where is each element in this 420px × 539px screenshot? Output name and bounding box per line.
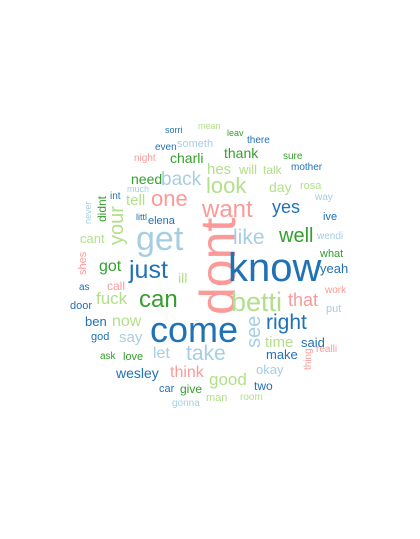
word-need: need — [131, 171, 163, 187]
word-can: can — [139, 286, 178, 313]
word-room: room — [240, 392, 263, 403]
word-way: way — [315, 192, 333, 203]
word-sure: sure — [283, 151, 303, 162]
word-make: make — [266, 347, 298, 362]
word-int: int — [110, 191, 121, 202]
word-wesley: wesley — [116, 365, 159, 381]
word-much: much — [127, 184, 150, 194]
word-come: come — [150, 309, 239, 350]
word-sorri: sorri — [165, 125, 183, 135]
word-want: want — [202, 196, 253, 223]
word-thank: thank — [224, 145, 259, 161]
word-mother: mother — [291, 162, 323, 173]
word-said: said — [301, 335, 325, 350]
word-just: just — [129, 256, 168, 284]
word-your: your — [106, 206, 128, 245]
word-car: car — [159, 383, 175, 395]
word-call: call — [107, 279, 126, 293]
word-as: as — [79, 282, 90, 293]
word-good: good — [209, 370, 247, 389]
word-two: two — [254, 379, 273, 393]
word-cant: cant — [80, 231, 105, 246]
word-elena: elena — [148, 215, 175, 227]
word-think: think — [170, 364, 204, 381]
word-realli: realli — [316, 344, 338, 355]
word-that: that — [288, 290, 319, 310]
word-now: now — [112, 313, 142, 330]
word-let: let — [153, 345, 170, 362]
word-yes: yes — [272, 197, 301, 217]
word-fuck: fuck — [96, 289, 128, 308]
word-rosa: rosa — [300, 180, 322, 192]
word-never: never — [83, 201, 93, 224]
word-ive: ive — [323, 211, 338, 223]
word-day: day — [269, 179, 292, 195]
word-ask: ask — [100, 351, 116, 362]
word-hes: hes — [207, 161, 232, 178]
word-wendi: wendi — [317, 231, 344, 242]
word-god: god — [91, 331, 110, 343]
word-time: time — [265, 334, 294, 351]
word-there: there — [247, 135, 270, 146]
word-love: love — [123, 351, 144, 363]
word-put: put — [326, 303, 342, 315]
word-betti: betti — [231, 287, 283, 317]
word-will: will — [239, 162, 258, 177]
word-ill: ill — [178, 270, 188, 286]
word-night: night — [134, 153, 156, 164]
word-talk: talk — [263, 163, 282, 177]
word-right: right — [266, 311, 307, 334]
word-know: know — [228, 246, 322, 290]
word-even: even — [155, 142, 177, 153]
word-one: one — [151, 186, 188, 211]
word-littl: littl — [136, 212, 147, 222]
word-man: man — [206, 392, 228, 404]
word-get: get — [136, 220, 184, 258]
word-work: work — [325, 285, 347, 296]
word-mean: mean — [198, 121, 221, 131]
word-shes: shes — [77, 251, 89, 275]
word-got: got — [99, 258, 122, 275]
word-say: say — [119, 329, 143, 346]
word-someth: someth — [177, 138, 214, 150]
word-leav: leav — [227, 128, 244, 138]
word-didnt: didnt — [95, 195, 109, 222]
word-gonna: gonna — [172, 398, 200, 409]
word-ben: ben — [85, 314, 107, 329]
word-thing: thing — [303, 348, 314, 370]
word-back: back — [161, 169, 202, 190]
word-what: what — [320, 248, 344, 260]
word-take: take — [186, 342, 226, 365]
word-give: give — [180, 382, 203, 396]
word-see: see — [243, 315, 265, 348]
word-look: look — [206, 173, 247, 198]
word-okay: okay — [256, 362, 284, 377]
word-tell: tell — [126, 192, 146, 209]
word-door: door — [70, 300, 93, 312]
word-yeah: yeah — [320, 261, 349, 276]
word-well: well — [279, 225, 314, 247]
word-like: like — [233, 226, 265, 249]
word-charli: charli — [170, 150, 204, 166]
